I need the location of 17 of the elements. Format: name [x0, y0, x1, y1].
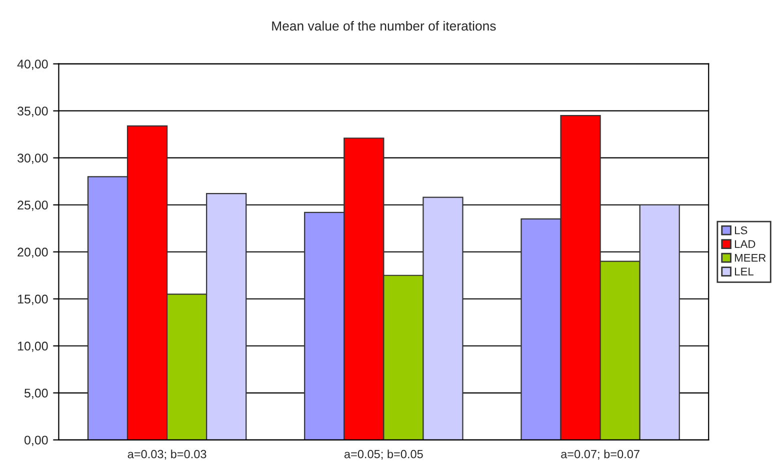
y-tick-label: 10,00	[18, 342, 48, 352]
x-tick-label: a=0.05; b=0.05	[344, 450, 423, 460]
y-tick-label: 20,00	[18, 248, 48, 258]
y-tick-label: 40,00	[17, 60, 48, 70]
y-tick-label: 15,00	[18, 294, 48, 306]
x-tick-label: a=0.03; b=0.03	[128, 450, 206, 460]
legend-label: MEER	[735, 254, 766, 262]
x-tick-label: a=0.07; b=0.07	[561, 450, 640, 460]
legend-label: LEL	[735, 268, 754, 276]
y-tick-label: 0,00	[24, 436, 48, 446]
y-tick-label: 25,00	[18, 200, 48, 211]
legend-label: LAD	[735, 240, 756, 248]
legend-label: LS	[735, 226, 748, 234]
y-tick-label: 5,00	[24, 388, 48, 400]
y-tick-label: 35,00	[18, 106, 48, 117]
chart-title: Mean value of the number of iterations	[272, 20, 496, 31]
y-tick-label: 30,00	[18, 154, 48, 164]
